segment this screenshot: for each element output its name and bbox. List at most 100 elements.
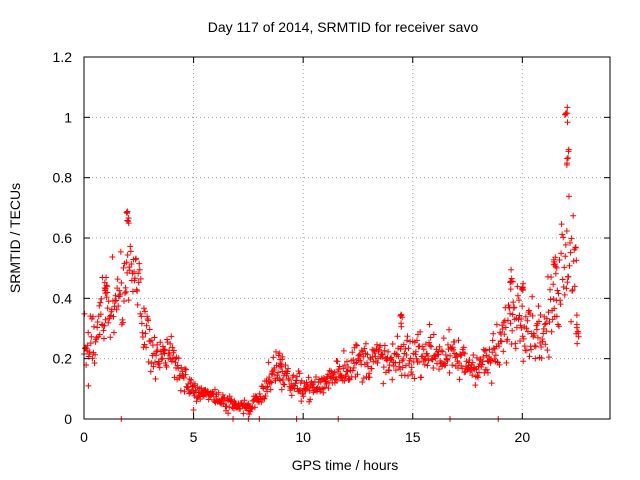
data-point: [138, 313, 145, 320]
data-point: [334, 377, 341, 384]
data-point: [127, 243, 134, 250]
data-point: [168, 333, 175, 340]
data-point: [120, 298, 127, 305]
data-point: [421, 361, 428, 368]
data-point: [340, 347, 347, 354]
data-point: [344, 368, 351, 375]
data-point: [266, 374, 273, 381]
data-point: [126, 267, 133, 274]
data-point: [139, 329, 146, 336]
data-point: [88, 333, 95, 340]
data-point: [369, 353, 376, 360]
data-point: [442, 362, 449, 369]
data-point: [130, 268, 137, 275]
data-point: [292, 380, 299, 387]
data-point: [225, 410, 232, 417]
data-point: [81, 310, 88, 317]
data-point: [97, 299, 104, 306]
data-point: [350, 356, 357, 363]
data-point: [542, 320, 549, 327]
data-point: [569, 288, 576, 295]
data-point: [554, 287, 561, 294]
data-point: [520, 280, 527, 287]
data-point: [492, 352, 499, 359]
data-point: [122, 284, 129, 291]
data-point: [547, 296, 554, 303]
data-point: [370, 358, 377, 365]
data-point: [181, 365, 188, 372]
data-point: [260, 385, 267, 392]
data-point: [210, 390, 217, 397]
data-point: [508, 266, 515, 273]
data-point: [509, 311, 516, 318]
data-point: [472, 382, 479, 389]
data-point: [299, 390, 306, 397]
data-point: [389, 376, 396, 383]
data-point: [264, 388, 271, 395]
data-point: [141, 341, 148, 348]
data-point: [517, 322, 524, 329]
data-point: [182, 371, 189, 378]
data-point: [124, 251, 131, 258]
data-point: [168, 358, 175, 365]
data-point: [470, 352, 477, 359]
data-point: [507, 286, 514, 293]
data-point: [563, 160, 570, 167]
data-point: [542, 341, 549, 348]
data-point: [425, 352, 432, 359]
data-point: [97, 311, 104, 318]
data-point: [285, 365, 292, 372]
data-point: [408, 369, 415, 376]
data-point: [144, 313, 151, 320]
data-point: [98, 321, 105, 328]
data-point: [424, 362, 431, 369]
data-point: [387, 356, 394, 363]
data-point: [404, 333, 411, 340]
data-point: [116, 287, 123, 294]
data-point: [157, 348, 164, 355]
data-point: [125, 297, 132, 304]
data-point: [359, 378, 366, 385]
data-point: [420, 346, 427, 353]
data-point: [265, 359, 272, 366]
data-point: [522, 313, 529, 320]
data-point: [296, 387, 303, 394]
data-point: [147, 338, 154, 345]
data-point: [436, 343, 443, 350]
data-point: [138, 320, 145, 327]
data-point: [568, 318, 575, 325]
data-point: [261, 395, 268, 402]
data-point: [459, 365, 466, 372]
data-point: [164, 336, 171, 343]
data-point: [500, 348, 507, 355]
data-point: [493, 321, 500, 328]
data-point: [352, 341, 359, 348]
data-point: [375, 348, 382, 355]
data-point: [297, 387, 304, 394]
data-point: [476, 369, 483, 376]
data-point: [177, 387, 184, 394]
data-point: [159, 355, 166, 362]
data-point: [399, 364, 406, 371]
data-point: [529, 293, 536, 300]
data-point: [567, 239, 574, 246]
data-point: [553, 264, 560, 271]
data-point: [537, 340, 544, 347]
data-point: [489, 349, 496, 356]
data-point: [488, 357, 495, 364]
data-point: [525, 307, 532, 314]
data-point: [405, 345, 412, 352]
data-point: [193, 388, 200, 395]
data-point: [440, 335, 447, 342]
data-point: [124, 208, 131, 215]
data-point: [551, 258, 558, 265]
data-point: [510, 305, 517, 312]
y-tick-label: 0.8: [53, 170, 73, 186]
data-point: [573, 312, 580, 319]
data-point: [360, 375, 367, 382]
data-point: [561, 264, 568, 271]
data-point: [134, 301, 141, 308]
data-point: [335, 366, 342, 373]
data-point: [370, 347, 377, 354]
data-point: [125, 220, 132, 227]
